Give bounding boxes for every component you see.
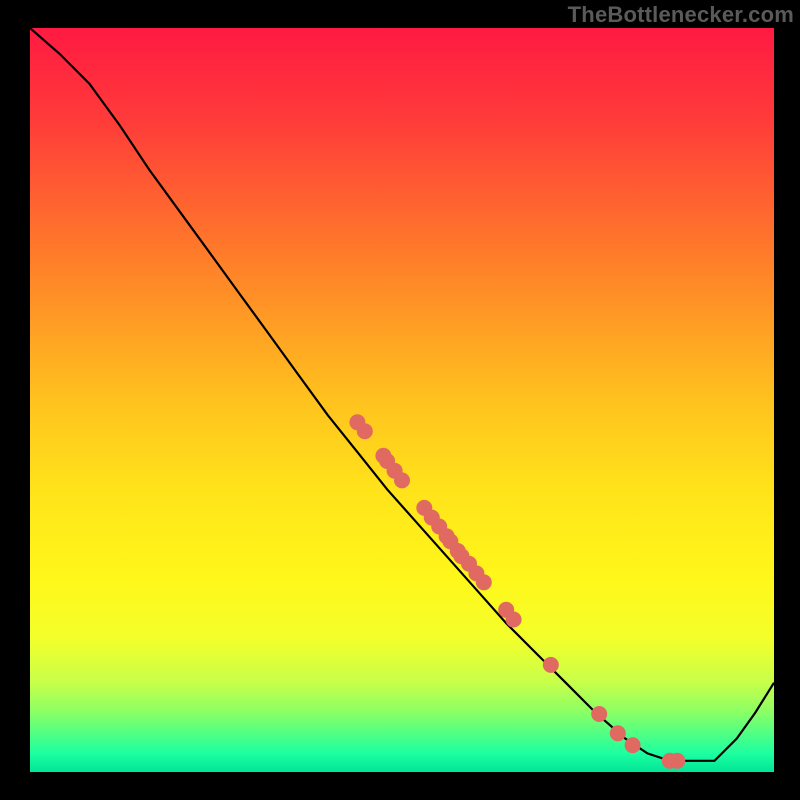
watermark-text: TheBottlenecker.com: [568, 2, 794, 28]
scatter-point: [506, 612, 522, 628]
scatter-point: [476, 574, 492, 590]
scatter-point: [591, 706, 607, 722]
scatter-point: [357, 423, 373, 439]
plot-svg: [30, 28, 774, 772]
scatter-point: [543, 657, 559, 673]
scatter-point: [610, 725, 626, 741]
plot-area: [30, 28, 774, 772]
scatter-point: [625, 737, 641, 753]
scatter-point: [394, 472, 410, 488]
chart-stage: TheBottlenecker.com: [0, 0, 800, 800]
scatter-point: [669, 753, 685, 769]
gradient-background: [30, 28, 774, 772]
